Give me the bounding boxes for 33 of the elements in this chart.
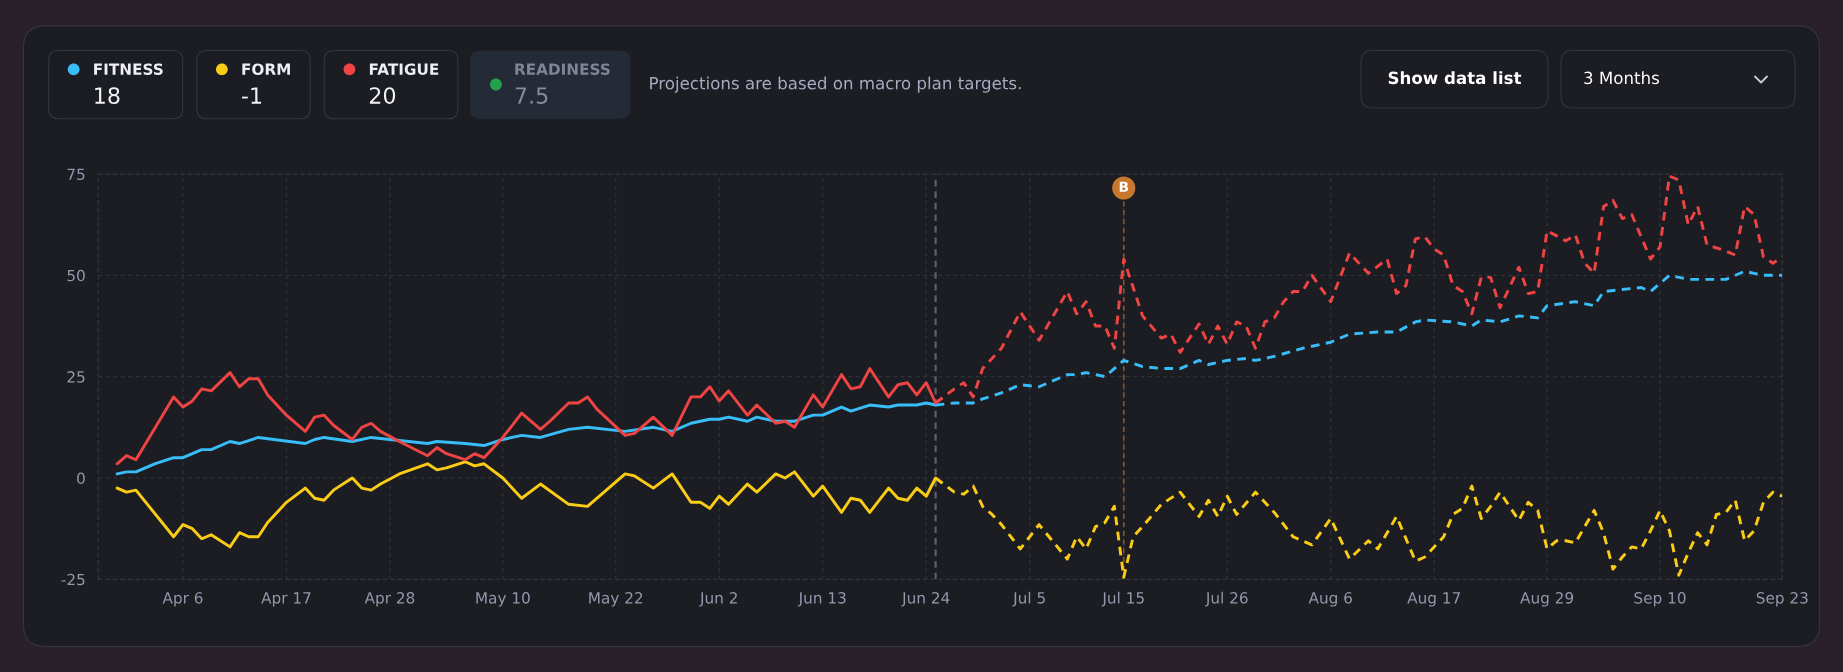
y-tick-label: 50 (67, 269, 85, 282)
x-tick-label: Sep 10 (1634, 592, 1686, 607)
x-tick-label: May 10 (476, 592, 530, 607)
y-tick-label: 75 (67, 168, 85, 181)
x-tick-label: Apr 17 (261, 592, 311, 607)
legend-label: FORM (242, 63, 290, 75)
x-tick-label: Apr 6 (162, 592, 203, 607)
x-tick-label: Jul 5 (1012, 591, 1045, 607)
text: READINESS (515, 63, 610, 75)
ref-line-label: B (1119, 181, 1129, 192)
text: 20 (369, 87, 396, 104)
x-tick-label: Aug 29 (1520, 592, 1574, 607)
x-tick-label: Jun 13 (797, 592, 846, 607)
x-tick-label: Jul 26 (1205, 591, 1248, 607)
x-tick-label: May 22 (589, 592, 643, 607)
text: 18 (95, 87, 120, 104)
x-tick-label: Apr 28 (364, 592, 415, 607)
y-tick-label: -25 (61, 573, 85, 586)
x-tick-label: Jun 2 (699, 592, 737, 607)
text: -1 (241, 87, 261, 104)
text: 7.5 (515, 87, 548, 104)
x-tick-label: Aug 6 (1308, 592, 1352, 607)
y-tick-label: 0 (77, 472, 85, 484)
y-tick-label: 25 (67, 371, 85, 383)
x-tick-label: Jul 15 (1101, 591, 1144, 607)
legend-label: FITNESS (94, 63, 163, 75)
x-tick-label: Jun 24 (901, 592, 950, 607)
text: Show data list (1388, 71, 1522, 85)
legend-label: FATIGUE (369, 63, 439, 75)
x-tick-label: Aug 17 (1407, 592, 1460, 607)
x-tick-label: Sep 23 (1756, 592, 1808, 607)
text: 3 Months (1584, 71, 1660, 85)
text: Projections are based on macro plan targets. (650, 76, 1021, 93)
